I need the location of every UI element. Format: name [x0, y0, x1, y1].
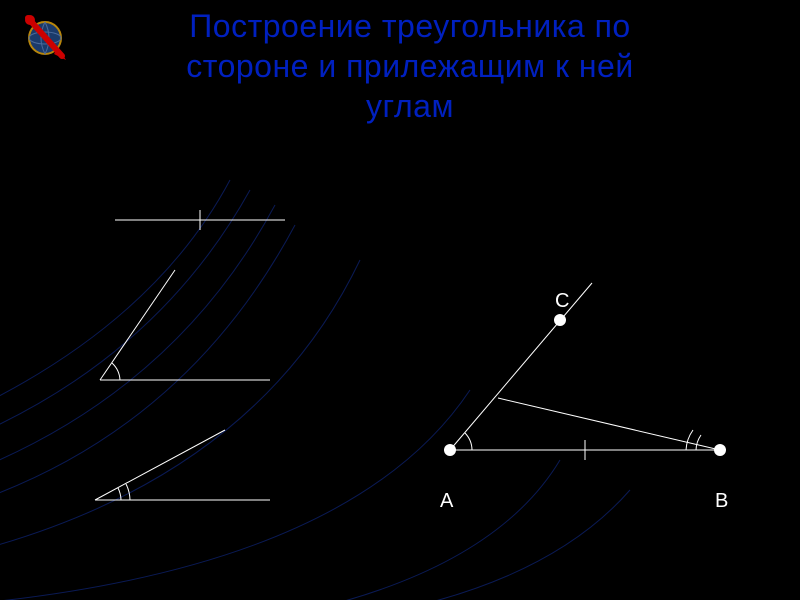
constructed-triangle	[444, 283, 726, 460]
geometry-layer	[0, 0, 800, 600]
given-angle-1	[100, 270, 270, 380]
vertex-label-c: C	[555, 290, 569, 313]
vertex-label-b: B	[715, 490, 728, 513]
given-line-segment	[115, 210, 285, 230]
vertex-label-a: A	[440, 490, 453, 513]
given-angle-2	[95, 430, 270, 500]
